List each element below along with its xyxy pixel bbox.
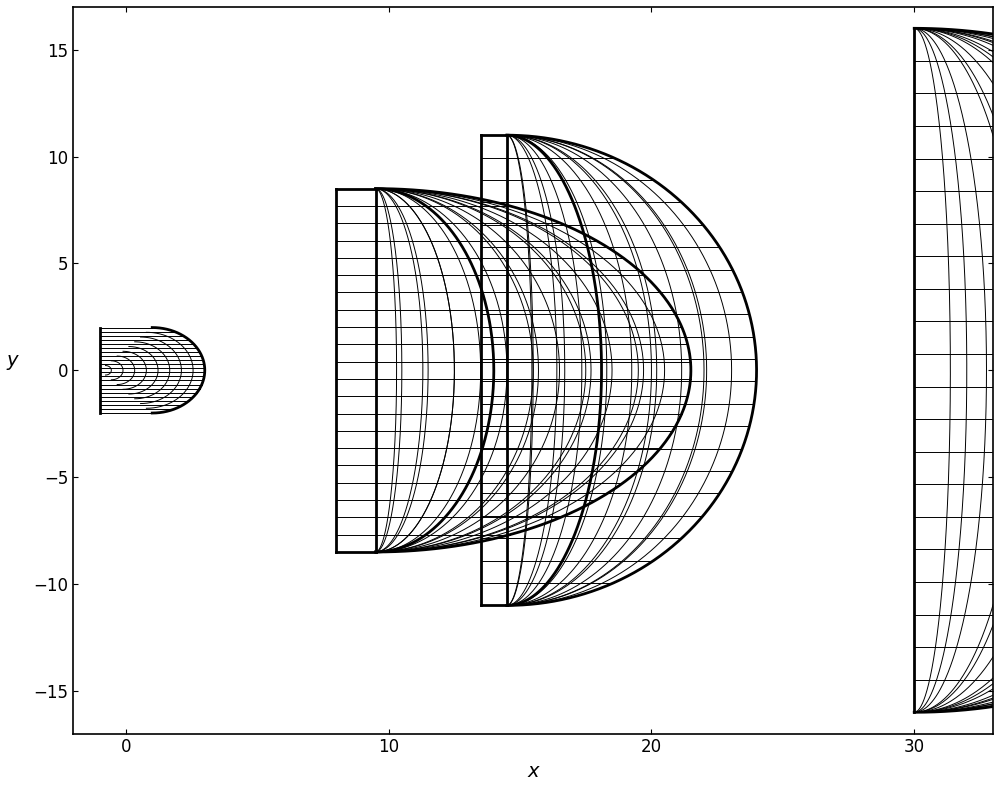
X-axis label: x: x: [527, 762, 539, 781]
Y-axis label: y: y: [7, 351, 18, 370]
